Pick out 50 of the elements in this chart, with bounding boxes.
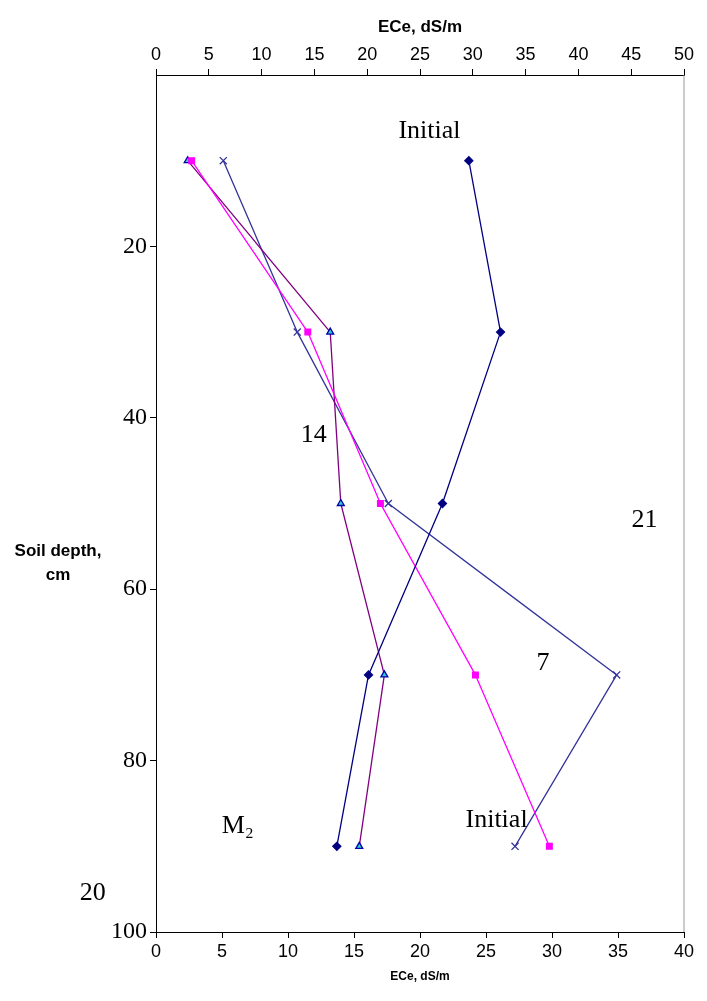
x-tick-label: 40 — [673, 940, 695, 961]
x2-tick-label: 0 — [150, 44, 162, 65]
x2-tick-label: 35 — [515, 44, 536, 65]
x2-tick-label: 40 — [568, 44, 589, 65]
x2-axis-title: ECe, dS/m — [377, 16, 463, 36]
x2-tick-label: 20 — [357, 44, 378, 65]
x2-tick-label: 50 — [673, 44, 695, 65]
x2-tick-label: 45 — [621, 44, 642, 65]
point — [188, 157, 196, 165]
x-tick-label: 25 — [475, 940, 497, 961]
y-tick-label: 80 — [123, 745, 147, 772]
point — [545, 842, 553, 850]
x2-tick-label: 25 — [409, 44, 431, 65]
annotation: Initial — [465, 804, 528, 834]
annotation: Initial — [398, 114, 461, 144]
x-tick-label: 10 — [277, 940, 299, 961]
point — [219, 156, 228, 165]
annotation: 21 — [631, 504, 658, 534]
point — [363, 670, 374, 680]
y-tick-label: 40 — [123, 403, 147, 430]
text: 20 — [79, 877, 106, 907]
annotation: 14 — [300, 418, 327, 448]
y-tick-label: 60 — [123, 574, 147, 601]
x2-tick-label: 30 — [462, 44, 483, 65]
x-tick-label: 20 — [409, 940, 431, 961]
point — [464, 156, 474, 166]
y-axis-title: Soil depth, cm — [14, 541, 102, 585]
x2-tick-label: 15 — [304, 44, 325, 65]
point — [471, 671, 479, 679]
point — [376, 500, 384, 507]
point — [384, 499, 393, 508]
point — [304, 328, 312, 336]
x2-tick-label: 10 — [251, 44, 272, 65]
point — [612, 670, 621, 680]
y-tick-label: 20 — [123, 231, 147, 258]
y-tick-label: 100 — [111, 917, 147, 944]
x-tick-label: 35 — [607, 940, 629, 961]
point — [495, 327, 506, 337]
x-tick-label: 30 — [541, 940, 563, 961]
x-axis-title: ECe, dS/m — [390, 969, 450, 984]
annotation: M₂ — [221, 809, 254, 839]
point — [293, 327, 302, 337]
x2-tick-label: 5 — [203, 44, 214, 65]
point — [332, 841, 342, 851]
x-tick-label: 0 — [150, 940, 162, 961]
x-tick-label: 5 — [216, 940, 228, 961]
point — [510, 842, 520, 851]
x-tick-label: 15 — [343, 940, 365, 961]
annotation: 7 — [536, 646, 550, 676]
point — [437, 498, 448, 509]
